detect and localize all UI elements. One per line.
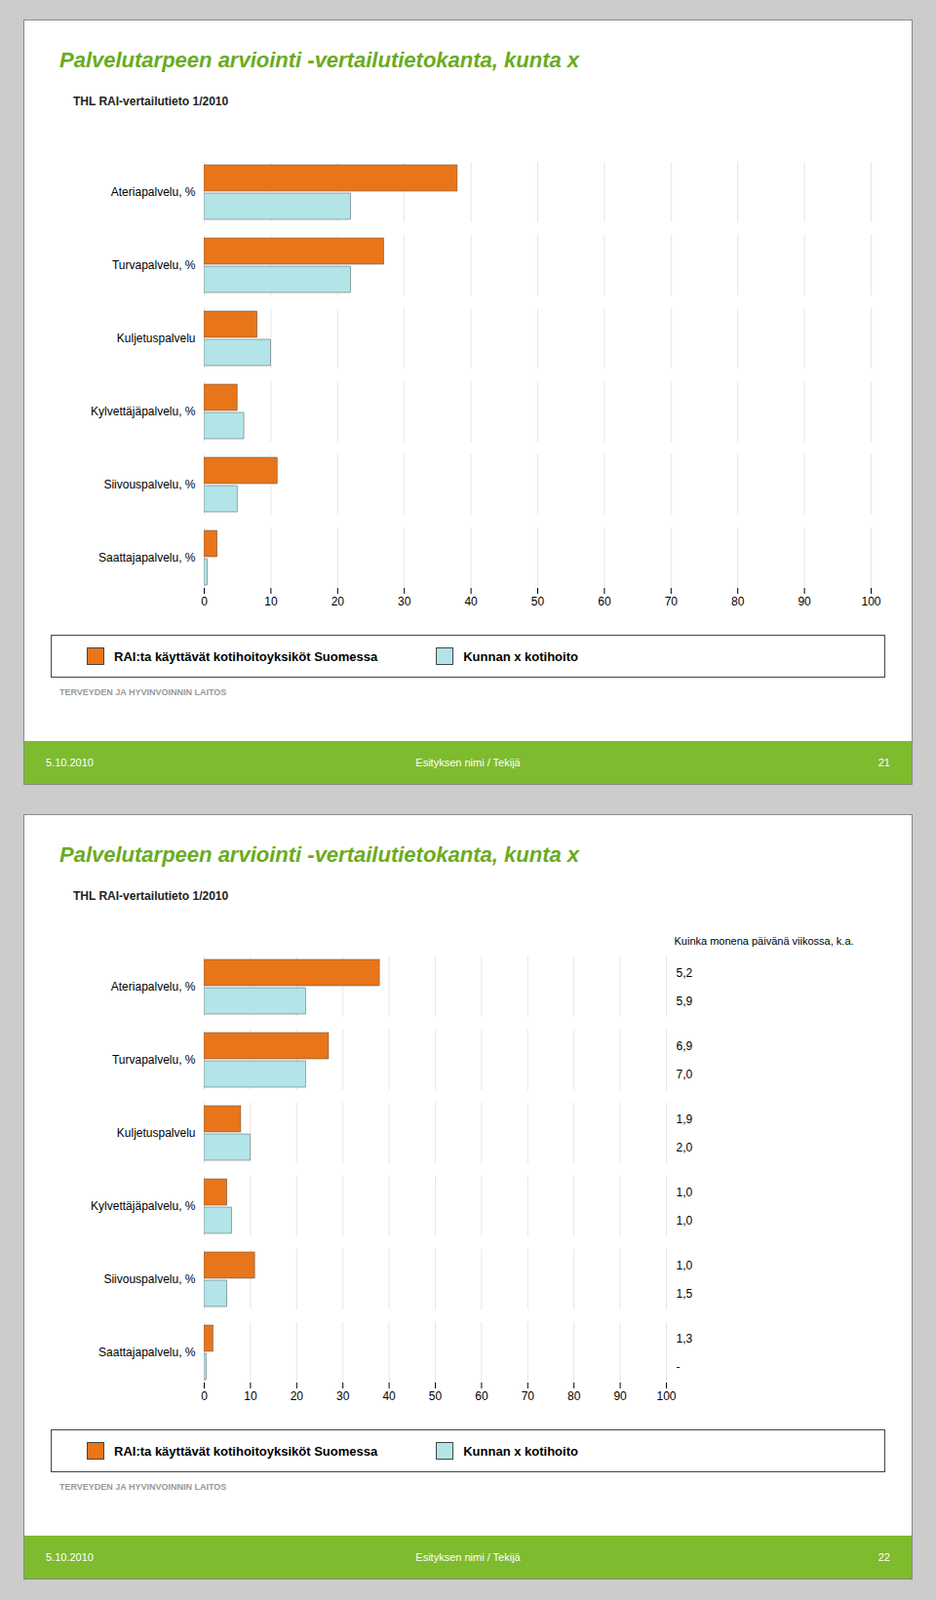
svg-text:1,0: 1,0 — [676, 1258, 694, 1273]
svg-text:Siivouspalvelu, %: Siivouspalvelu, % — [103, 1272, 195, 1287]
svg-text:Siivouspalvelu, %: Siivouspalvelu, % — [103, 477, 195, 492]
svg-text:1,9: 1,9 — [676, 1112, 694, 1127]
svg-text:Turvapalvelu, %: Turvapalvelu, % — [112, 258, 196, 273]
svg-text:100: 100 — [656, 1389, 676, 1404]
svg-text:1,0: 1,0 — [676, 1213, 694, 1228]
svg-text:90: 90 — [613, 1389, 627, 1404]
html-text:21: 21 — [878, 756, 891, 769]
svg-text:Ateriapalvelu, %: Ateriapalvelu, % — [111, 185, 196, 199]
svg-text:Saattajapalvelu, %: Saattajapalvelu, % — [98, 550, 196, 565]
svg-text:20: 20 — [290, 1389, 305, 1404]
svg-text:10: 10 — [264, 594, 278, 609]
svg-text:60: 60 — [597, 594, 612, 609]
svg-text:50: 50 — [531, 594, 546, 609]
svg-text:Saattajapalvelu, %: Saattajapalvelu, % — [98, 1345, 196, 1360]
svg-text:60: 60 — [474, 1389, 489, 1404]
html-text:5.10.2010: 5.10.2010 — [45, 756, 94, 769]
svg-text:5,2: 5,2 — [676, 966, 694, 980]
svg-text:Turvapalvelu, %: Turvapalvelu, % — [112, 1053, 196, 1067]
svg-text:0: 0 — [200, 594, 208, 609]
html-text:RAI:ta käyttävät kotihoitoyksi: RAI:ta käyttävät kotihoitoyksiköt Suomes… — [114, 648, 378, 664]
svg-text:80: 80 — [731, 594, 745, 609]
svg-text:6,9: 6,9 — [676, 1039, 694, 1053]
html-text:TERVEYDEN JA HYVINVOINNIN LAIT: TERVEYDEN JA HYVINVOINNIN LAITOS — [59, 1482, 227, 1492]
html-text:THL RAI-vertailutieto 1/2010: THL RAI-vertailutieto 1/2010 — [73, 889, 229, 903]
svg-text:40: 40 — [382, 1389, 396, 1404]
svg-text:100: 100 — [860, 594, 881, 609]
svg-text:1,3: 1,3 — [676, 1331, 694, 1346]
html-text:THL RAI-vertailutieto 1/2010: THL RAI-vertailutieto 1/2010 — [73, 94, 229, 109]
svg-text:1,5: 1,5 — [676, 1287, 694, 1301]
html-text:TERVEYDEN JA HYVINVOINNIN LAIT: TERVEYDEN JA HYVINVOINNIN LAITOS — [59, 687, 227, 698]
svg-text:50: 50 — [429, 1389, 443, 1404]
svg-text:1,0: 1,0 — [676, 1185, 694, 1200]
html-text:Palvelutarpeen arviointi -vert: Palvelutarpeen arviointi -vertailutietok… — [59, 47, 580, 73]
svg-text:30: 30 — [336, 1389, 351, 1404]
html-text:Esityksen nimi / Tekijä: Esityksen nimi / Tekijä — [415, 756, 521, 769]
svg-text:80: 80 — [567, 1389, 582, 1404]
svg-text:Kuljetuspalvelu: Kuljetuspalvelu — [117, 1126, 196, 1140]
svg-text:7,0: 7,0 — [676, 1067, 694, 1082]
html-text:5.10.2010: 5.10.2010 — [45, 1551, 94, 1563]
html-text:Kunnan x kotihoito: Kunnan x kotihoito — [463, 1443, 579, 1459]
svg-text:5,9: 5,9 — [676, 994, 694, 1009]
html-text:22: 22 — [878, 1551, 891, 1563]
svg-text:10: 10 — [243, 1389, 258, 1404]
svg-text:Ateriapalvelu, %: Ateriapalvelu, % — [111, 979, 196, 994]
html-text:Esityksen nimi / Tekijä: Esityksen nimi / Tekijä — [415, 1551, 521, 1563]
svg-text:2,0: 2,0 — [676, 1140, 694, 1155]
svg-text:20: 20 — [331, 594, 346, 609]
svg-text:Kuljetuspalvelu: Kuljetuspalvelu — [117, 331, 196, 346]
svg-text:0: 0 — [200, 1389, 208, 1404]
svg-text:Kuinka monena päivänä viikossa: Kuinka monena päivänä viikossa, k.a. — [674, 935, 855, 947]
html-text:RAI:ta käyttävät kotihoitoyksi: RAI:ta käyttävät kotihoitoyksiköt Suomes… — [114, 1443, 378, 1459]
svg-text:-: - — [676, 1360, 681, 1374]
svg-text:40: 40 — [464, 594, 478, 609]
svg-text:Kylvettäjäpalvelu, %: Kylvettäjäpalvelu, % — [90, 1199, 196, 1213]
html-text:Kunnan x kotihoito: Kunnan x kotihoito — [463, 648, 579, 664]
html-text:Palvelutarpeen arviointi -vert: Palvelutarpeen arviointi -vertailutietok… — [59, 842, 580, 867]
svg-text:70: 70 — [664, 594, 679, 609]
svg-text:Kylvettäjäpalvelu, %: Kylvettäjäpalvelu, % — [90, 404, 196, 419]
svg-text:90: 90 — [797, 594, 812, 609]
svg-text:70: 70 — [521, 1389, 536, 1404]
svg-text:30: 30 — [397, 594, 412, 609]
